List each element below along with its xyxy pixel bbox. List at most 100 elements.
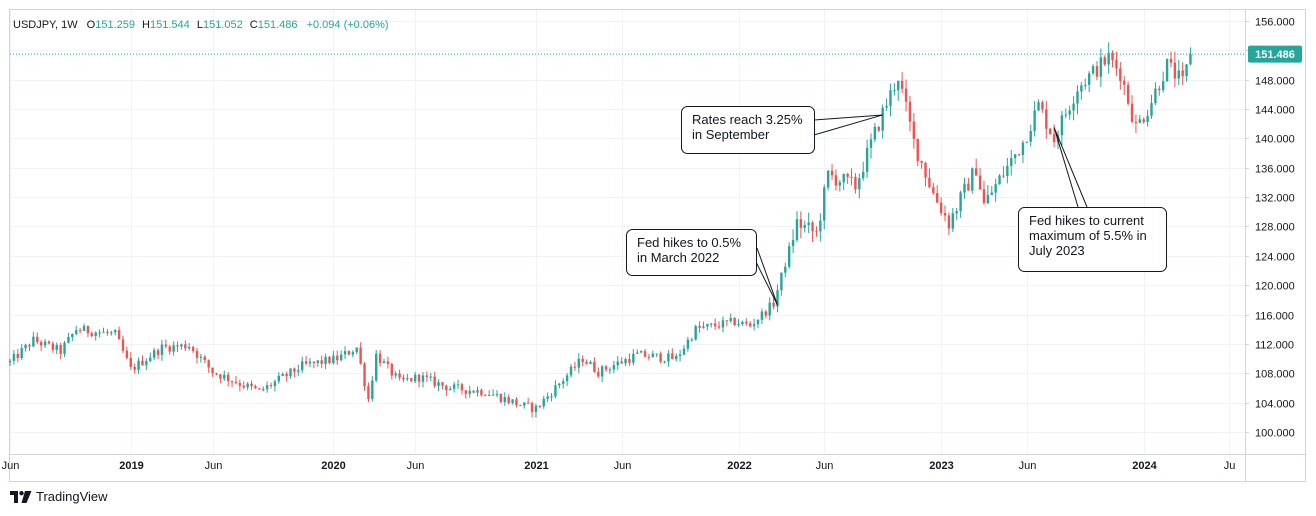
candle [355,347,358,355]
candle [94,331,97,341]
candle [1010,149,1013,176]
low-label: L [197,19,203,31]
candle-body [285,373,288,377]
candle [184,340,187,351]
candle [133,363,136,374]
candle-body [398,373,401,378]
candle [978,168,982,190]
time-axis[interactable]: Jun 2019 Jun 2020 Jun 2021 Jun 2022 Jun 2023 Jun 20… [2,460,1236,472]
annotations[interactable]: Fed hikes to 0.5%in March 2022 Rates reac… [626,106,1167,306]
candle-body [36,336,39,343]
candle-body [456,384,460,386]
candles[interactable] [8,42,1192,418]
candle-body [600,366,604,377]
candle [725,320,729,327]
candle [160,339,164,361]
candle-body [1064,114,1067,116]
candle-body [523,402,526,406]
candle-body [546,396,549,399]
price-tick-label: 120.000 [1255,281,1295,293]
candle [530,401,534,418]
candle [854,173,857,194]
candle [655,353,658,358]
candle [113,328,117,336]
candle [858,173,861,199]
candle [1189,47,1192,66]
candle-body [226,374,230,382]
annotation-text-line: July 2023 [1029,243,1085,258]
candle-body [145,361,148,366]
candle [254,384,257,390]
candle-body [378,353,382,364]
candle-body [1103,57,1106,65]
annotation-pointer [755,247,778,306]
candle [312,361,316,369]
price-tick-label: 112.000 [1255,340,1294,352]
candle-body [363,363,366,387]
tradingview-logo-icon [10,490,32,503]
candle [1041,100,1044,113]
candle-body [1025,141,1029,143]
candle [939,197,943,216]
candle [480,388,483,397]
candle-body [1146,115,1149,122]
candle-body [219,374,222,379]
candle [67,332,70,344]
candle-body [293,368,296,372]
candle [967,177,970,191]
candle [1111,50,1114,68]
candle-body [585,362,588,364]
candle-body [795,219,799,240]
candle [75,326,78,336]
ohlc-header: USDJPY, 1W O151.259 H151.544 L151.052 C1… [13,19,389,31]
candle-body [624,359,627,364]
candle [223,370,226,381]
candle-body [550,396,553,398]
candle [149,352,152,363]
candle-body [262,389,265,391]
candle [663,360,666,364]
candle [947,212,951,236]
candle-body [191,347,195,351]
candle [421,372,425,388]
annotation-rates-september: Rates reach 3.25%in September [681,106,883,154]
candle-body [413,374,417,382]
candle [511,399,514,405]
candle-body [1173,62,1177,79]
candle [413,371,417,384]
candle-body [367,386,370,399]
candle-body [628,359,631,363]
candle [1068,105,1071,120]
time-tick-label: Jun [2,460,20,472]
candle-body [994,184,997,193]
candle [1087,71,1091,93]
candle [1006,157,1009,184]
candle-body [1049,128,1052,135]
price-tick-label: 116.000 [1255,311,1294,323]
candle [472,389,475,394]
candle-body [939,202,943,214]
candle [32,331,35,348]
candle-body [129,357,132,367]
candle [1013,153,1017,164]
candle-body [491,394,495,396]
candle [998,174,1001,185]
candle [125,346,129,360]
candle-body [371,380,374,399]
candle-body [846,173,849,177]
candle-body [188,347,191,349]
candle [90,331,94,338]
tradingview-branding[interactable]: TradingView [10,489,108,504]
candle-body [297,370,300,372]
candle [1103,55,1106,67]
candle-body [811,222,814,232]
candle-body [885,105,888,108]
candle [1123,76,1126,95]
candle-body [1154,88,1157,104]
candle-body [273,381,277,387]
symbol-label[interactable]: USDJPY, 1W [13,19,78,31]
candle-body [1169,58,1173,63]
candle-body [756,319,760,325]
candle [491,389,495,396]
